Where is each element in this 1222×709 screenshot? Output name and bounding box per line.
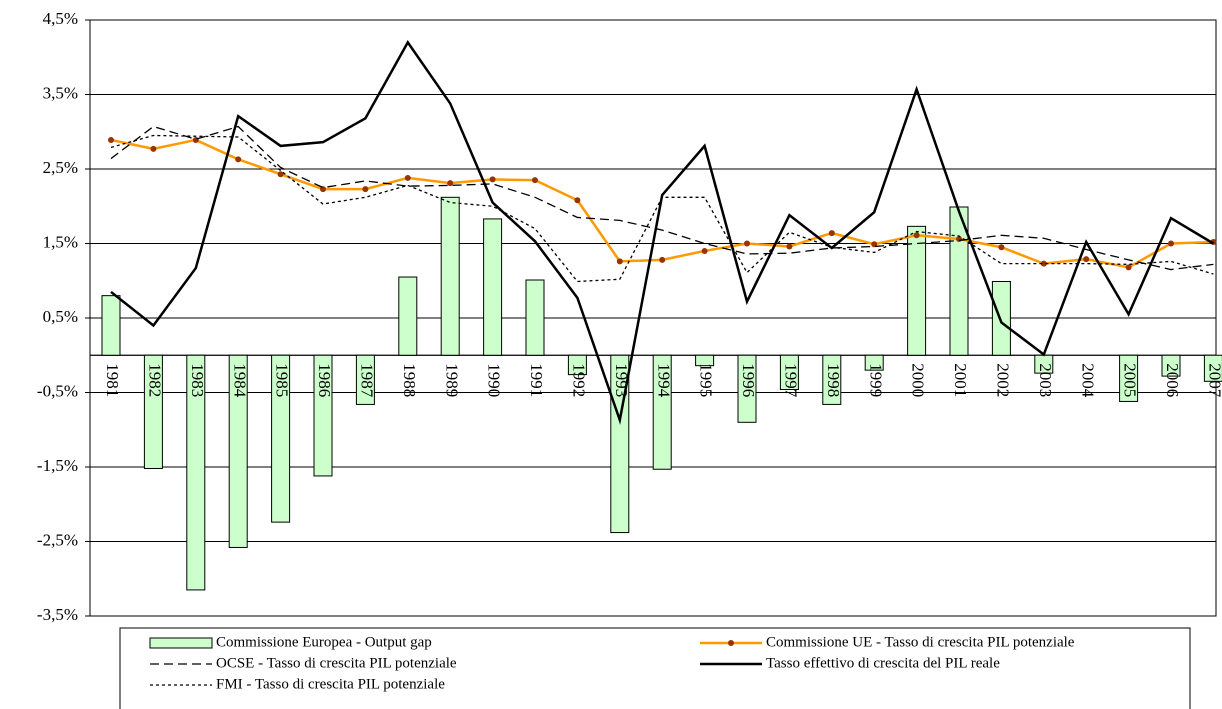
- x-tick-label: 1998: [824, 363, 843, 397]
- marker: [1083, 256, 1090, 263]
- marker: [1168, 240, 1174, 247]
- marker: [616, 258, 623, 265]
- bar: [695, 354, 715, 367]
- bar: [440, 196, 460, 356]
- y-tick-label: -2,5%: [37, 530, 78, 549]
- marker: [108, 136, 114, 143]
- y-tick-label: 2,5%: [43, 158, 78, 177]
- marker: [786, 243, 793, 250]
- x-tick-label: 2001: [951, 363, 970, 397]
- bar: [398, 276, 418, 356]
- x-tick-label: 1999: [866, 363, 885, 397]
- marker: [574, 197, 581, 204]
- x-tick-label: 1981: [103, 363, 122, 397]
- x-tick-label: 1986: [315, 363, 334, 397]
- x-tick-label: 1983: [188, 363, 207, 397]
- marker: [192, 136, 199, 143]
- x-tick-label: 1996: [739, 363, 758, 397]
- bar: [355, 354, 375, 405]
- marker: [277, 171, 284, 178]
- x-tick-label: 1994: [654, 363, 673, 398]
- line: [110, 138, 1214, 269]
- legend-swatch: [149, 637, 213, 649]
- bar: [907, 225, 927, 356]
- bar: [271, 354, 291, 523]
- marker: [489, 176, 496, 183]
- legend-label: OCSE - Tasso di crescita PIL potenziale: [216, 655, 457, 671]
- bar: [101, 295, 121, 356]
- bar: [143, 354, 163, 469]
- bar: [1161, 354, 1181, 377]
- marker: [701, 247, 708, 254]
- marker: [659, 256, 666, 263]
- x-tick-label: 2002: [993, 363, 1012, 397]
- marker: [235, 156, 242, 163]
- y-tick-label: -0,5%: [37, 381, 78, 400]
- x-tick-label: 1987: [357, 363, 376, 398]
- x-tick-label: 1982: [145, 363, 164, 397]
- legend-label: Tasso effettivo di crescita del PIL real…: [766, 655, 1000, 671]
- legend-marker: [728, 640, 734, 646]
- bar: [737, 354, 757, 423]
- y-tick-label: 4,5%: [43, 9, 78, 28]
- legend-box: [119, 627, 1191, 709]
- x-tick-label: 1988: [400, 363, 419, 397]
- y-tick-label: -1,5%: [37, 456, 78, 475]
- bar: [652, 354, 672, 470]
- marker: [447, 180, 454, 187]
- x-tick-label: 1991: [527, 363, 546, 397]
- y-tick-label: 3,5%: [43, 83, 78, 102]
- x-tick-label: 1992: [569, 363, 588, 397]
- line: [110, 39, 1215, 425]
- x-tick-label: 1989: [442, 363, 461, 397]
- marker: [532, 177, 538, 184]
- marker: [913, 232, 920, 239]
- x-tick-label: 2003: [1036, 363, 1055, 397]
- plot-border: [89, 19, 1217, 617]
- x-tick-label: 1990: [485, 363, 504, 397]
- bar: [991, 280, 1011, 356]
- x-tick-label: 1984: [230, 363, 249, 398]
- line: [110, 134, 1214, 283]
- bar: [949, 206, 969, 356]
- legend-label: Commissione Europea - Output gap: [216, 634, 432, 650]
- bar: [228, 354, 248, 548]
- marker: [1040, 260, 1047, 267]
- marker: [1125, 264, 1132, 271]
- x-tick-label: 2000: [909, 363, 928, 397]
- legend-label: Commissione UE - Tasso di crescita PIL p…: [766, 634, 1075, 650]
- x-tick-label: 1995: [697, 363, 716, 397]
- marker: [744, 240, 750, 247]
- x-tick-label: 1993: [612, 363, 631, 397]
- y-tick-label: 0,5%: [43, 307, 78, 326]
- y-tick-label: -3,5%: [37, 605, 78, 624]
- line: [110, 125, 1214, 271]
- bar: [313, 354, 333, 477]
- marker: [362, 186, 369, 193]
- marker: [404, 174, 411, 181]
- marker: [998, 244, 1005, 251]
- bar: [864, 354, 884, 371]
- x-tick-label: 2005: [1121, 363, 1140, 397]
- x-tick-label: 2004: [1078, 363, 1097, 398]
- bar: [779, 354, 799, 391]
- x-tick-label: 2006: [1163, 363, 1182, 397]
- bar: [186, 354, 206, 591]
- marker: [828, 230, 835, 237]
- bar: [525, 279, 545, 356]
- bar: [483, 218, 503, 356]
- bar: [567, 354, 587, 376]
- bar: [1119, 354, 1139, 402]
- x-tick-label: 1997: [781, 363, 800, 398]
- legend-label: FMI - Tasso di crescita PIL potenziale: [216, 676, 445, 692]
- marker: [150, 145, 157, 152]
- y-tick-label: 1,5%: [43, 232, 78, 251]
- bar: [822, 354, 842, 405]
- x-tick-label: 2007: [1205, 363, 1222, 398]
- bar: [1203, 354, 1222, 382]
- x-tick-label: 1985: [273, 363, 292, 397]
